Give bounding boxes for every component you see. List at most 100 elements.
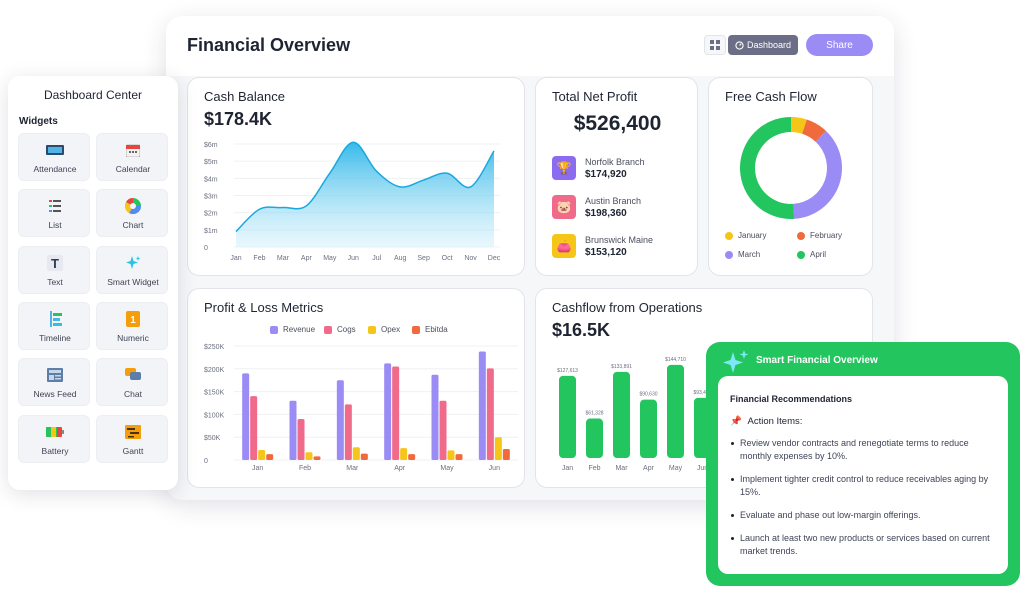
action-items-heading: 📌 Action Items: xyxy=(730,416,802,427)
chat-icon xyxy=(125,368,141,380)
y-tick-label: $100K xyxy=(204,412,225,419)
sparkle-icon xyxy=(126,256,141,269)
widget-chart[interactable]: Chart xyxy=(96,189,168,237)
cash-balance-area xyxy=(236,142,494,247)
widget-chat[interactable]: Chat xyxy=(96,358,168,406)
widget-label: Calendar xyxy=(115,164,151,174)
widget-attendance[interactable]: Attendance xyxy=(18,133,90,181)
bar-cogs-may xyxy=(439,400,447,460)
x-tick-label: Apr xyxy=(301,255,313,262)
branch-name: Brunswick Maine xyxy=(585,234,654,245)
branch-item-austin: 🐷 Austin Branch $198,360 xyxy=(552,195,641,219)
data-label: $144,710 xyxy=(665,357,686,363)
legend-swatch xyxy=(725,231,733,240)
y-tick-label: $1m xyxy=(204,228,218,235)
action-items-label: Action Items: xyxy=(747,416,803,427)
bar-cogs-mar xyxy=(344,404,352,460)
cashflow-ops-value: $16.5K xyxy=(552,320,611,340)
bar-may xyxy=(667,364,684,458)
branch-amount: $198,360 xyxy=(585,207,627,219)
widget-label: Smart Widget xyxy=(107,277,159,287)
grid-view-button[interactable] xyxy=(704,35,726,55)
x-tick-label: Sep xyxy=(417,255,430,262)
sparkle-icon xyxy=(723,350,749,373)
piggy-bank-icon: 🐷 xyxy=(552,195,576,219)
legend-ebitda: Ebitda xyxy=(412,325,448,334)
legend-label: Revenue xyxy=(283,325,316,334)
pl-metrics-chart: $250K $200K $150K $100K $50K 0 Jan Feb Mar Apr May… xyxy=(204,344,518,472)
legend-swatch xyxy=(270,325,278,334)
legend-cogs: Cogs xyxy=(324,325,356,334)
widget-smart[interactable]: Smart Widget xyxy=(96,246,168,294)
widget-timeline[interactable]: Timeline xyxy=(18,302,90,350)
bar-ebitda-mar xyxy=(360,453,368,460)
widget-news-feed[interactable]: News Feed xyxy=(18,358,90,406)
gantt-icon xyxy=(125,425,141,439)
legend-label: March xyxy=(738,250,761,259)
widget-numeric[interactable]: 1 Numeric xyxy=(96,302,168,350)
legend-swatch xyxy=(797,231,805,240)
legend-label: Opex xyxy=(381,325,401,334)
widget-battery[interactable]: Battery xyxy=(18,415,90,463)
bar-revenue-mar xyxy=(336,380,344,460)
y-tick-label: $3m xyxy=(204,194,218,201)
recommendations-heading: Financial Recommendations xyxy=(730,394,853,404)
x-tick-label: Mar xyxy=(615,465,628,472)
bar-opex-may xyxy=(447,450,455,460)
svg-text:T: T xyxy=(51,256,59,271)
y-tick-label: $150K xyxy=(204,390,225,397)
legend-label: Ebitda xyxy=(425,325,448,334)
bar-revenue-may xyxy=(431,374,439,460)
dashboard-button[interactable]: Dashboard xyxy=(728,35,798,55)
widget-list[interactable]: List xyxy=(18,189,90,237)
bar-cogs-apr xyxy=(392,366,400,460)
widget-calendar[interactable]: Calendar xyxy=(96,133,168,181)
pie-slice-march xyxy=(793,130,842,219)
x-tick-label: Mar xyxy=(346,465,359,472)
svg-text:1: 1 xyxy=(130,315,136,326)
widget-text[interactable]: T Text xyxy=(18,246,90,294)
legend-february: February xyxy=(797,231,842,240)
x-tick-label: Jun xyxy=(489,465,500,472)
legend-swatch xyxy=(725,250,733,259)
data-label: $93,407 xyxy=(693,390,711,396)
share-button[interactable]: Share xyxy=(806,34,873,56)
net-profit-card: Total Net Profit $526,400 🏆 Norfolk Bran… xyxy=(535,77,698,276)
cash-balance-line xyxy=(235,141,495,233)
legend-march: March xyxy=(725,250,760,259)
numeric-icon: 1 xyxy=(126,311,140,327)
bar-cogs-jan xyxy=(250,396,258,460)
bar-ebitda-may xyxy=(455,454,463,460)
bar-cogs-feb xyxy=(297,418,305,460)
cash-balance-title: Cash Balance xyxy=(204,89,285,104)
widget-gantt[interactable]: Gantt xyxy=(96,415,168,463)
y-tick-label: 0 xyxy=(204,245,208,252)
bar-opex-feb xyxy=(305,452,313,460)
bar-ebitda-jan xyxy=(266,454,274,460)
dashboard-button-label: Dashboard xyxy=(746,40,792,50)
bar-ebitda-apr xyxy=(408,454,416,460)
x-tick-label: May xyxy=(323,255,337,262)
bar-opex-apr xyxy=(400,448,408,460)
pie-slice-april xyxy=(739,117,795,219)
smart-financial-overview-panel: Smart Financial Overview Financial Recom… xyxy=(706,342,1020,586)
x-tick-label: May xyxy=(440,465,454,472)
action-items-list: Review vendor contracts and renegotiate … xyxy=(731,437,991,568)
legend-swatch xyxy=(797,250,805,259)
dashboard-window: Financial Overview Dashboard Share Cash … xyxy=(166,16,894,500)
x-tick-label: Jun xyxy=(348,255,359,262)
y-tick-label: $4m xyxy=(204,176,218,183)
y-tick-label: $2m xyxy=(204,211,218,218)
bar-revenue-apr xyxy=(384,363,392,460)
bar-ebitda-feb xyxy=(313,456,321,460)
text-icon: T xyxy=(47,255,63,271)
pie-slice-february xyxy=(802,119,826,142)
x-tick-label: Oct xyxy=(442,255,453,262)
widget-label: Chart xyxy=(122,220,144,230)
cashflow-ops-chart: $127,613 Jan $61,328 Feb $133,891 Mar $90,630 A… xyxy=(557,357,712,472)
dashboard-center-title: Dashboard Center xyxy=(43,88,143,102)
x-tick-label: Apr xyxy=(643,465,655,472)
cashflow-ops-title: Cashflow from Operations xyxy=(552,300,703,315)
widget-label: List xyxy=(48,220,62,230)
data-label: $61,328 xyxy=(585,411,603,417)
